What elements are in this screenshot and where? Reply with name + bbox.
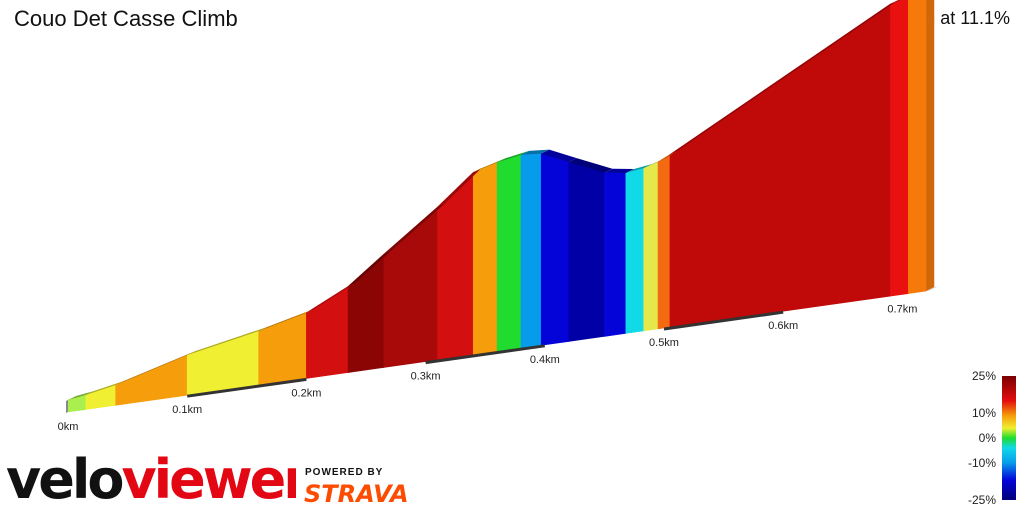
chart-title: Couo Det Casse Climb	[14, 6, 238, 31]
x-tick-label: 0.1km	[172, 404, 202, 416]
svg-text:veloviewer: veloviewer	[6, 448, 296, 510]
profile-top-4	[258, 308, 315, 332]
profile-top-12	[541, 149, 577, 163]
profile-top-8	[437, 168, 482, 208]
profile-segment-19	[890, 0, 909, 297]
profile-start-cap	[66, 400, 68, 413]
profile-segment-14	[604, 172, 627, 337]
profile-top-7	[383, 203, 446, 255]
legend-label: 10%	[972, 406, 996, 420]
gradient-legend: 25% 10% 0% -10% -25%	[968, 369, 1016, 507]
x-tick-label: 0.5km	[649, 337, 679, 349]
gradient-legend-bar	[1002, 376, 1016, 500]
profile-top-3	[187, 327, 267, 356]
x-tick-label: 0.6km	[768, 320, 798, 332]
profile-segment-0	[67, 394, 87, 413]
km-band-1	[186, 377, 307, 398]
logo-viewer: viewer	[121, 448, 296, 510]
profile-top-6	[348, 250, 392, 287]
profile-segment-15	[625, 167, 645, 334]
profile-top-0	[68, 391, 94, 400]
x-axis-ticks: 0km 0.1km 0.2km 0.3km 0.4km 0.5km 0.6km 0.7km	[58, 303, 918, 433]
legend-label: -10%	[968, 456, 996, 470]
legend-label: -25%	[968, 493, 996, 507]
profile-segment-18	[669, 3, 891, 328]
profile-top-face	[66, 0, 935, 413]
profile-top-14	[604, 168, 634, 174]
x-tick-label: 0.3km	[411, 371, 441, 383]
x-tick-label: 0.7km	[887, 303, 917, 315]
profile-top-5	[306, 282, 357, 313]
x-tick-label: 0.2km	[291, 387, 321, 399]
x-tick-label: 0.4km	[530, 354, 560, 366]
profile-segment-13	[568, 161, 605, 342]
profile-top-11	[520, 149, 550, 155]
km-band-5	[663, 310, 784, 331]
x-tick-label: 0km	[58, 421, 79, 433]
profile-segment-16	[643, 161, 659, 332]
profile-segment-3	[186, 330, 260, 396]
profile-top-19	[890, 0, 902, 4]
profile-segment-8	[437, 171, 474, 361]
profile-segment-11	[520, 153, 542, 349]
profile-segment-17	[657, 153, 671, 330]
profile-end-cap	[926, 0, 935, 292]
profile-segments	[67, 0, 927, 413]
profile-segment-9	[472, 161, 498, 356]
strava-logo: STRAVA	[304, 480, 409, 508]
profile-segment-12	[540, 153, 569, 346]
profile-top-2	[115, 351, 196, 386]
legend-label: 25%	[972, 369, 996, 383]
profile-segment-4	[258, 312, 307, 386]
profile-top-15	[625, 164, 652, 174]
profile-segment-20	[908, 0, 927, 294]
legend-label: 0%	[979, 431, 997, 445]
powered-by-label: POWERED BY	[305, 467, 384, 478]
profile-top-1	[85, 381, 124, 396]
veloviewer-logo: veloviewer	[6, 448, 296, 510]
profile-segment-10	[496, 154, 522, 352]
profile-top-9	[473, 158, 506, 173]
profile-top-13	[568, 158, 613, 173]
km-band-3	[425, 344, 546, 365]
profile-top-18	[669, 0, 899, 155]
logo-velo: velo	[6, 448, 122, 510]
profile-top-10	[497, 150, 529, 163]
profile-top-17	[658, 150, 678, 162]
